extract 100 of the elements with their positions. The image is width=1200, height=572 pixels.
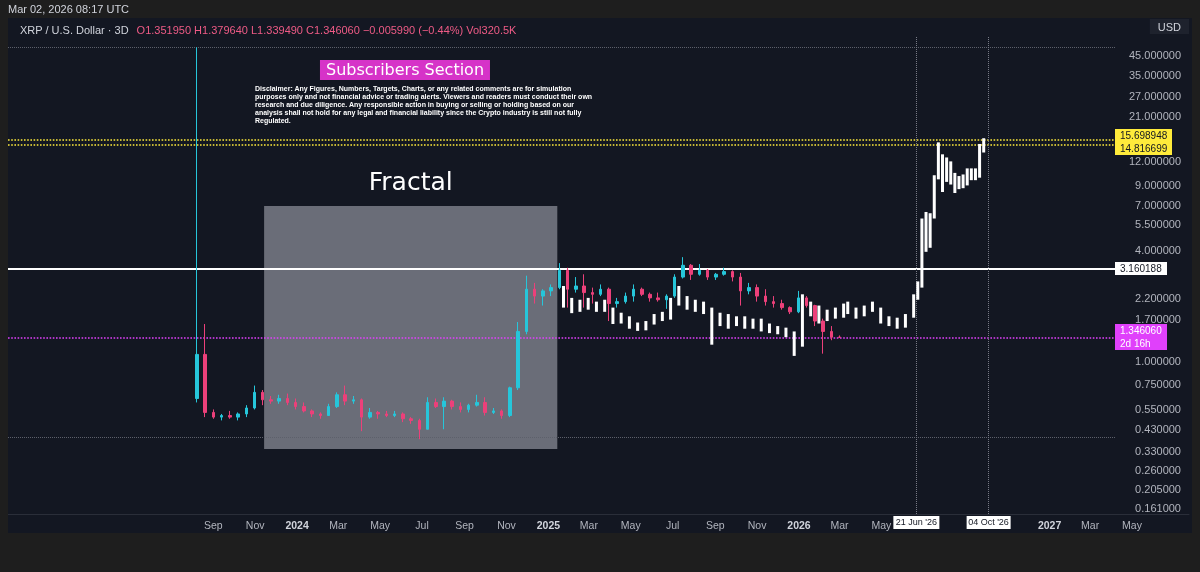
- bar: [969, 168, 973, 181]
- candlestick: [236, 411, 240, 421]
- x-tick-label: Mar: [830, 518, 850, 531]
- bar: [726, 314, 730, 329]
- candlestick: [574, 276, 578, 294]
- candlestick: [714, 272, 718, 281]
- y-tick-label: 0.205000: [1135, 482, 1181, 495]
- bar: [652, 314, 656, 325]
- candlestick: [516, 321, 520, 391]
- candlestick: [269, 395, 273, 405]
- candlestick: [310, 408, 314, 418]
- candlestick: [591, 287, 594, 305]
- candlestick: [245, 404, 248, 418]
- chart-title: XRP / U.S. Dollar · 3D: [20, 24, 129, 36]
- x-tick-label: May: [620, 518, 642, 531]
- candlestick: [302, 401, 306, 413]
- candlestick: [648, 292, 652, 303]
- bar: [870, 301, 874, 312]
- candlestick: [805, 295, 808, 309]
- bar: [677, 286, 681, 306]
- bar: [603, 299, 607, 312]
- bar: [833, 307, 837, 319]
- candlestick: [706, 268, 709, 281]
- y-tick-label: 1.000000: [1135, 355, 1181, 368]
- y-tick-label: 5.500000: [1135, 218, 1181, 231]
- annotation: Subscribers Section: [319, 60, 491, 80]
- y-tick-label: 0.161000: [1135, 502, 1181, 515]
- candlestick: [418, 418, 421, 440]
- bar: [693, 299, 697, 312]
- candlestick: [483, 396, 487, 417]
- x-tick-label: Nov: [245, 518, 266, 531]
- ref-line-label: 1.346060: [1120, 324, 1162, 338]
- bar: [594, 301, 598, 312]
- ref-line-label: 21 Jun '26: [893, 516, 940, 529]
- x-tick-label: May: [1122, 518, 1143, 531]
- candlestick: [764, 288, 767, 307]
- annotation: 2d 16h: [1120, 337, 1152, 351]
- candlestick: [640, 287, 644, 297]
- candlestick: [665, 293, 668, 310]
- candlestick: [500, 408, 503, 420]
- candlestick: [508, 386, 512, 418]
- ref-line-label: 15.698948: [1120, 129, 1168, 143]
- bar: [702, 301, 706, 315]
- candlestick: [492, 407, 495, 415]
- bar: [660, 311, 664, 322]
- candlestick: [656, 292, 660, 303]
- candlestick: [788, 305, 792, 315]
- bar: [776, 326, 780, 335]
- x-tick-label: Nov: [497, 518, 517, 531]
- x-tick-label: Mar: [1081, 518, 1100, 531]
- candlestick: [228, 410, 232, 420]
- candlestick: [277, 394, 281, 405]
- bar: [578, 299, 582, 312]
- bar: [644, 321, 648, 331]
- y-tick-label: 0.750000: [1135, 378, 1181, 391]
- y-tick-label: 0.550000: [1135, 403, 1181, 416]
- x-tick-label: Mar: [579, 518, 599, 531]
- bar: [862, 305, 866, 317]
- x-tick-label: 2027: [1037, 518, 1062, 531]
- bar: [636, 322, 640, 331]
- candlestick: [352, 395, 355, 405]
- y-tick-label: 9.000000: [1135, 178, 1181, 191]
- candlestick: [681, 256, 685, 279]
- candlestick: [541, 288, 545, 307]
- y-tick-label: 4.000000: [1135, 243, 1181, 256]
- y-tick-label: 35.000000: [1129, 69, 1181, 82]
- bar: [669, 297, 673, 320]
- candlestick: [327, 403, 330, 417]
- candlestick: [673, 273, 676, 299]
- candlestick: [203, 323, 207, 418]
- chart-subtitle: O1.351950 H1.379640 L1.339490 C1.346060 −0.005990 (−0.44%) Vol320.5K: [136, 24, 517, 36]
- bar: [611, 307, 615, 325]
- candlestick: [821, 318, 825, 355]
- candlestick: [731, 269, 734, 282]
- candlestick: [689, 263, 693, 281]
- candlestick: [220, 413, 223, 421]
- y-tick-label: 7.000000: [1135, 198, 1181, 211]
- y-tick-label: 45.000000: [1129, 49, 1181, 62]
- bar: [759, 318, 763, 332]
- bar: [710, 307, 714, 345]
- x-tick-label: Sep: [455, 518, 475, 531]
- candlestick: [599, 283, 602, 297]
- ref-line-label: 04 Oct '26: [966, 516, 1011, 529]
- y-tick-label: 0.330000: [1135, 444, 1181, 457]
- x-tick-label: Nov: [747, 518, 768, 531]
- candlestick: [755, 283, 759, 303]
- candlestick: [393, 410, 396, 418]
- text: Mar 02, 2026 08:17 UTC: [8, 2, 130, 16]
- candlestick: [467, 403, 470, 413]
- x-tick-label: Sep: [203, 518, 223, 531]
- bar: [957, 176, 961, 190]
- candlestick: [747, 282, 751, 295]
- bar: [570, 297, 574, 314]
- candlestick: [475, 394, 479, 408]
- candlestick: [286, 393, 289, 406]
- bar: [842, 303, 846, 318]
- x-tick-label: Sep: [705, 518, 725, 531]
- bar: [751, 318, 755, 329]
- y-tick-label: 1.700000: [1135, 312, 1181, 325]
- candlestick: [343, 385, 347, 406]
